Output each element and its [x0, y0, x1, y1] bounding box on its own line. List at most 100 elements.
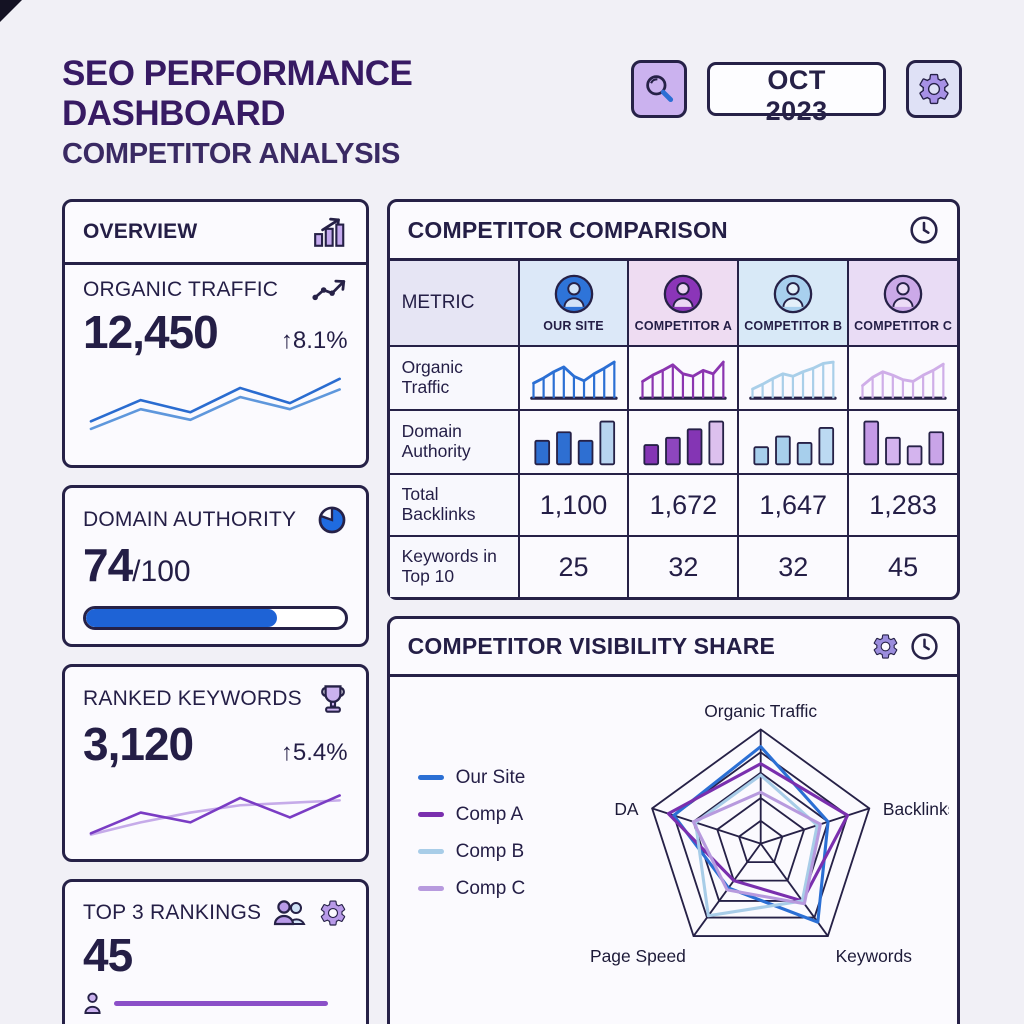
clock-icon[interactable]	[910, 632, 939, 661]
metric-value-cell: 32	[737, 535, 848, 597]
clock-icon[interactable]	[909, 215, 939, 245]
metric-chart-cell	[627, 345, 738, 409]
metric-chart-cell	[847, 345, 957, 409]
person-icon	[83, 992, 102, 1015]
legend-label: Comp B	[455, 840, 525, 862]
mini-bar-chart	[534, 420, 615, 466]
metric-chart-cell	[627, 409, 738, 473]
metric-value-cell: 1,647	[737, 473, 848, 535]
radar-axis-label: Organic Traffic	[704, 701, 817, 721]
mini-trend-chart	[859, 362, 947, 400]
legend-swatch	[417, 775, 444, 780]
column-header-competitor-a[interactable]: COMPETITOR A	[627, 261, 738, 345]
trend-line-icon	[312, 279, 345, 301]
comparison-table: METRIC OUR SITE COMPETITOR A COMPETITOR B CO…	[389, 261, 957, 597]
avatar-icon	[664, 274, 703, 314]
dashboard-body: OVERVIEW ORGANIC TRAFFIC	[0, 171, 1024, 1024]
ranked-keywords-sparkline	[83, 771, 348, 845]
gear-icon[interactable]	[871, 632, 900, 661]
organic-traffic-label: ORGANIC TRAFFIC	[83, 278, 279, 301]
header-actions: OCT 2023	[631, 60, 962, 126]
metric-chart-cell	[517, 409, 628, 473]
competitor-comparison-panel: COMPETITOR COMPARISON METRIC OUR SITE COMP…	[386, 199, 960, 600]
metric-value-cell: 45	[847, 535, 957, 597]
visibility-title: COMPETITOR VISIBILITY SHARE	[407, 633, 776, 659]
users-icon	[273, 900, 306, 926]
legend-item[interactable]: Comp B	[417, 840, 572, 863]
radar-axis-label: DA	[614, 799, 639, 819]
legend-swatch	[417, 849, 444, 854]
column-header-competitor-c[interactable]: COMPETITOR C	[847, 261, 957, 345]
search-button[interactable]	[631, 60, 688, 118]
mini-trend-chart	[639, 360, 728, 400]
legend-item[interactable]: Comp A	[417, 803, 572, 826]
legend-item[interactable]: Comp C	[417, 877, 572, 900]
legend-label: Our Site	[455, 766, 526, 788]
metric-value-cell: 1,283	[847, 473, 957, 535]
domain-authority-card: DOMAIN AUTHORITY 74/100	[62, 485, 369, 647]
organic-traffic-delta: ↑8.1%	[280, 327, 348, 354]
settings-button[interactable]	[905, 60, 962, 118]
radar-axis-label: Keywords	[835, 946, 912, 966]
row-label: Organic Traffic	[389, 345, 518, 409]
visibility-content: Our Site Comp A Comp B Comp C Organic Traff…	[390, 677, 957, 993]
top-rankings-list	[83, 992, 348, 1024]
column-header-our-site[interactable]: OUR SITE	[517, 261, 628, 345]
ranking-bar	[114, 1001, 329, 1006]
metric-value-cell: 32	[627, 535, 738, 597]
legend-label: Comp C	[455, 877, 526, 899]
top-rankings-card: TOP 3 RANKINGS 45	[62, 879, 369, 1024]
mini-bar-chart	[863, 420, 945, 466]
column-name: COMPETITOR C	[854, 319, 953, 333]
overview-card: OVERVIEW ORGANIC TRAFFIC	[62, 199, 369, 468]
ranking-row	[83, 992, 348, 1015]
date-selector[interactable]: OCT 2023	[707, 62, 886, 126]
metric-value-cell: 1,672	[627, 473, 738, 535]
row-label: Keywords in Top 10	[389, 535, 518, 597]
legend-label: Comp A	[455, 803, 524, 825]
domain-authority-label: DOMAIN AUTHORITY	[83, 508, 297, 531]
page-subtitle: COMPETITOR ANALYSIS	[62, 138, 401, 170]
header: SEO PERFORMANCE DASHBOARD COMPETITOR ANA…	[0, 0, 1024, 171]
metric-value-cell: 1,100	[517, 473, 628, 535]
mini-trend-chart	[529, 360, 618, 400]
metric-value-cell: 25	[517, 535, 628, 597]
column-name: COMPETITOR A	[634, 319, 733, 333]
ranked-keywords-card: RANKED KEYWORDS 3,120 ↑5.4%	[62, 664, 369, 862]
metric-chart-cell	[517, 345, 628, 409]
trophy-icon	[320, 685, 345, 713]
search-icon	[646, 75, 674, 103]
mini-bar-chart	[643, 420, 725, 466]
mini-trend-chart	[749, 360, 837, 400]
metric-chart-cell	[847, 409, 957, 473]
page-title: SEO PERFORMANCE DASHBOARD	[62, 54, 413, 133]
ranked-keywords-value: 3,120	[83, 718, 194, 770]
row-label: Total Backlinks	[389, 473, 518, 535]
left-column: OVERVIEW ORGANIC TRAFFIC	[62, 199, 369, 1024]
ranked-keywords-delta: ↑5.4%	[280, 739, 348, 766]
progress-fill	[86, 609, 278, 627]
bar-chart-up-icon	[313, 217, 344, 247]
metric-header: METRIC	[389, 261, 518, 345]
column-header-competitor-b[interactable]: COMPETITOR B	[737, 261, 848, 345]
top-rankings-label: TOP 3 RANKINGS	[83, 901, 262, 924]
legend-swatch	[417, 812, 444, 817]
legend-item[interactable]: Our Site	[417, 766, 572, 789]
column-name: COMPETITOR B	[744, 319, 843, 333]
row-label: Domain Authority	[389, 409, 518, 473]
avatar-icon	[773, 274, 813, 314]
metric-chart-cell	[737, 409, 848, 473]
domain-authority-value: 74/100	[83, 539, 191, 591]
organic-traffic-sparkline	[83, 359, 348, 451]
overview-title: OVERVIEW	[83, 220, 198, 243]
gear-icon	[318, 898, 348, 928]
visibility-share-panel: COMPETITOR VISIBILITY SHARE Our Site Comp…	[386, 616, 960, 1024]
metric-chart-cell	[737, 345, 848, 409]
avatar-icon	[883, 274, 923, 314]
avatar-icon	[554, 274, 593, 314]
radar-axis-label: Backlinks	[882, 799, 949, 819]
radar-chart: Organic Traffic Backlinks Keywords Page Spe…	[590, 701, 949, 966]
radar-legend: Our Site Comp A Comp B Comp C	[404, 767, 572, 900]
gear-icon	[916, 71, 952, 107]
